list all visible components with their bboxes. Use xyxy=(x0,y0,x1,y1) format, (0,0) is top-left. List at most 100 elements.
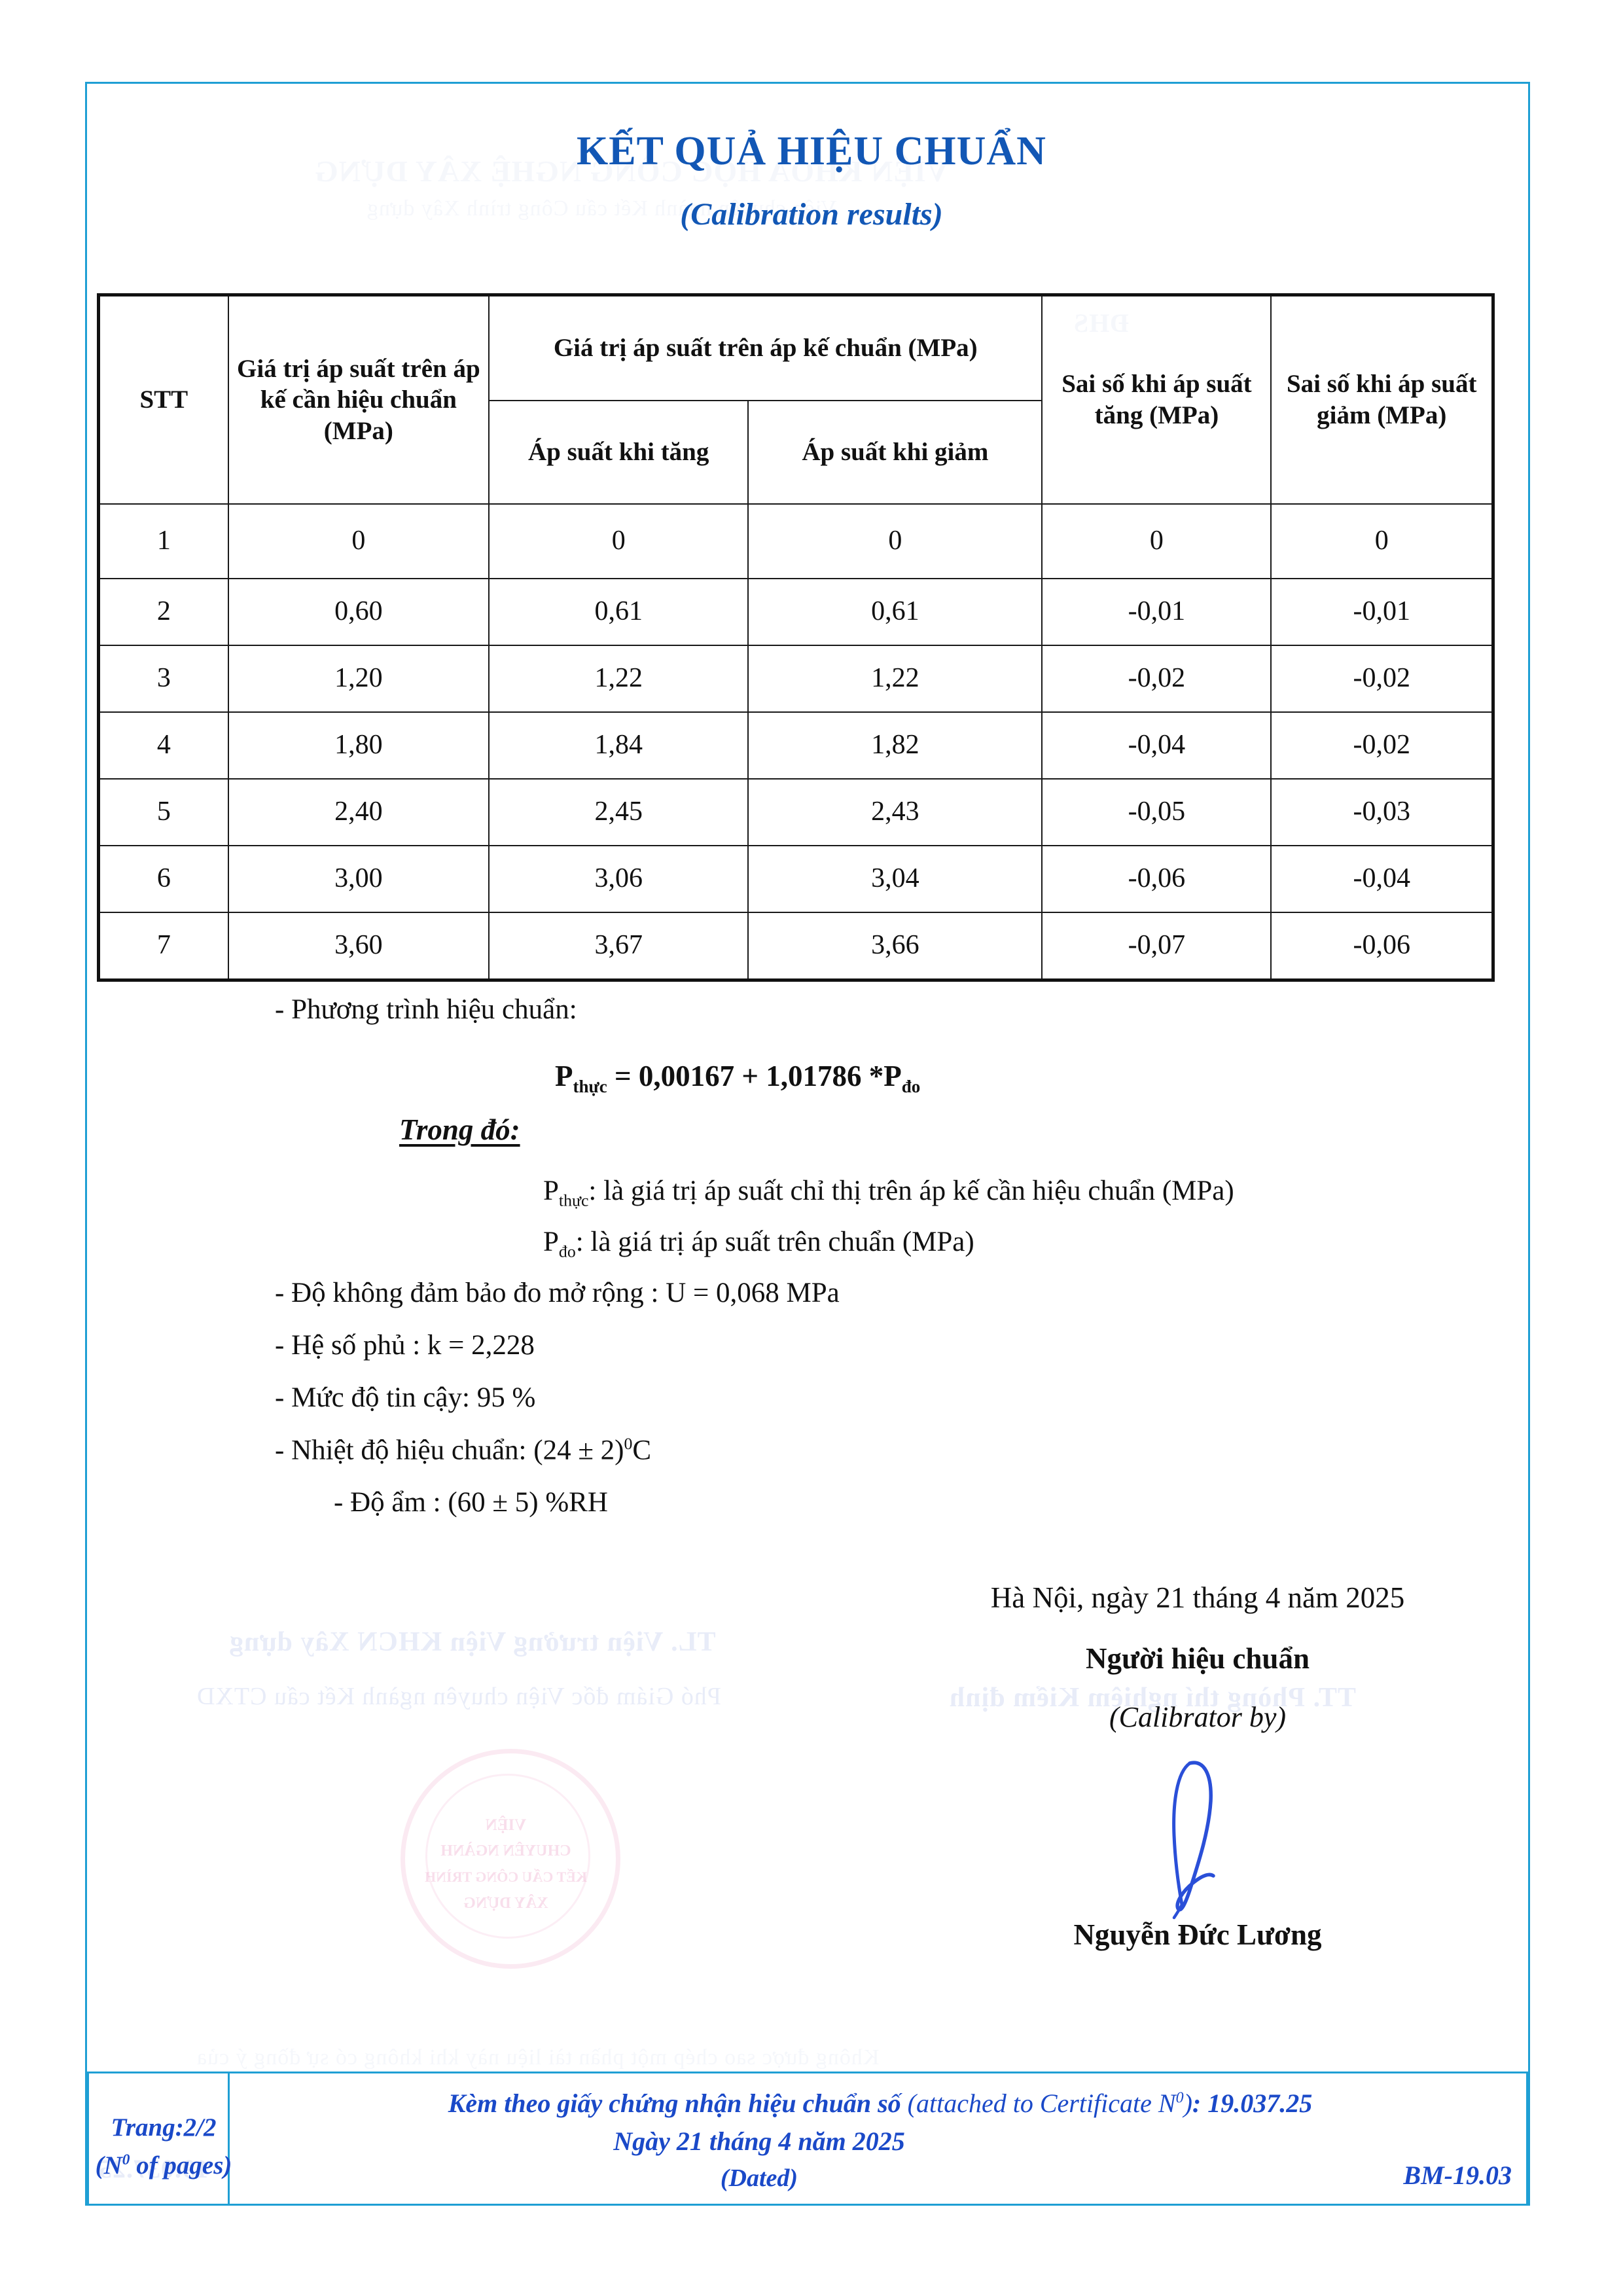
temperature-text: - Nhiệt độ hiệu chuẩn: (24 ± 2) xyxy=(275,1435,624,1466)
cell-dut: 1,80 xyxy=(227,711,490,780)
cell-up: 2,45 xyxy=(488,778,749,846)
footer-cert-en: (attached to Certificate N xyxy=(907,2089,1176,2118)
cell-stt: 7 xyxy=(96,912,229,982)
footer-page-label: (N0 of pages) xyxy=(92,2151,236,2180)
footer-page-label-pre: (N xyxy=(95,2151,122,2179)
cell-error-up: -0,06 xyxy=(1041,845,1272,913)
cell-down: 1,22 xyxy=(747,645,1043,713)
cell-up: 1,84 xyxy=(488,711,749,780)
calibration-equation: Pthực = 0,00167 + 1,01786 *Pđo xyxy=(555,1059,920,1097)
cell-error-down: -0,06 xyxy=(1270,912,1495,982)
page-title: KẾT QUẢ HIỆU CHUẨN xyxy=(577,129,1046,173)
cell-error-up: -0,01 xyxy=(1041,578,1272,646)
footer-form-code: BM-19.03 xyxy=(1403,2161,1512,2190)
cell-up: 1,22 xyxy=(488,645,749,713)
def-do-text: : là giá trị áp suất trên chuẩn (MPa) xyxy=(575,1227,974,1257)
header-error-down: Sai số khi áp suất giảm (MPa) xyxy=(1270,293,1495,505)
cell-down: 0 xyxy=(747,503,1043,579)
cell-dut: 3,00 xyxy=(227,845,490,913)
cell-error-up: -0,05 xyxy=(1041,778,1272,846)
cell-error-up: -0,04 xyxy=(1041,711,1272,780)
cell-up: 3,67 xyxy=(488,912,749,982)
cell-up: 3,06 xyxy=(488,845,749,913)
cell-down: 3,66 xyxy=(747,912,1043,982)
cell-dut: 2,40 xyxy=(227,778,490,846)
cell-error-up: 0 xyxy=(1041,503,1272,579)
def-do-subscript: đo xyxy=(558,1242,576,1261)
footer-date: Ngày 21 tháng 4 năm 2025 xyxy=(613,2126,905,2156)
cell-error-down: -0,02 xyxy=(1270,711,1495,780)
cell-error-down: -0,04 xyxy=(1270,845,1495,913)
cell-stt: 4 xyxy=(96,711,229,780)
header-standard-group: Giá trị áp suất trên áp kế chuẩn (MPa) xyxy=(488,293,1043,401)
def-thuc-subscript: thực xyxy=(558,1191,589,1210)
cell-dut: 0,60 xyxy=(227,578,490,646)
footer-cert-en-post: ) xyxy=(1183,2089,1192,2118)
footer-cert-vi: Kèm theo giấy chứng nhận hiệu chuẩn số xyxy=(448,2089,908,2118)
cell-down: 2,43 xyxy=(747,778,1043,846)
handwritten-signature xyxy=(1172,1761,1215,1920)
header-row-2: Áp suất khi tăng Áp suất khi giảm xyxy=(99,400,1493,505)
cell-stt: 5 xyxy=(96,778,229,846)
table-row: 3 1,20 1,22 1,22 -0,02 -0,02 xyxy=(96,645,1495,713)
calibration-results-table: STT Giá trị áp suất trên áp kế cần hiệu … xyxy=(96,293,1495,982)
footer-page-label-post: of pages) xyxy=(130,2151,232,2179)
table-head: STT Giá trị áp suất trên áp kế cần hiệu … xyxy=(96,293,1495,505)
footer-cert-en-sup: 0 xyxy=(1175,2089,1184,2107)
header-pressure-increasing: Áp suất khi tăng xyxy=(488,400,749,505)
coverage-factor-line: - Hệ số phủ : k = 2,228 xyxy=(275,1330,535,1361)
signature-role: Người hiệu chuẩn xyxy=(1085,1642,1310,1675)
definition-p-do: Pđo: là giá trị áp suất trên chuẩn (MPa) xyxy=(543,1226,974,1262)
footer-certificate-line: Kèm theo giấy chứng nhận hiệu chuẩn số (… xyxy=(236,2088,1525,2119)
equation-lhs: P xyxy=(555,1060,573,1092)
table-row: 2 0,60 0,61 0,61 -0,01 -0,01 xyxy=(96,578,1495,646)
header-stt: STT xyxy=(96,293,229,505)
equation-rhs-subscript: đo xyxy=(901,1077,921,1096)
footer-cert-number: : 19.037.25 xyxy=(1192,2089,1313,2118)
header-error-up: Sai số khi áp suất tăng (MPa) xyxy=(1041,293,1272,505)
cell-down: 0,61 xyxy=(747,578,1043,646)
cell-stt: 3 xyxy=(96,645,229,713)
table-row: 1 0 0 0 0 0 xyxy=(96,503,1495,579)
def-thuc-text: : là giá trị áp suất chỉ thị trên áp kế … xyxy=(588,1175,1234,1206)
cell-error-down: -0,03 xyxy=(1270,778,1495,846)
table-body: 1 0 0 0 0 0 2 0,60 0,61 0,61 -0,01 -0,01… xyxy=(96,503,1495,982)
signature-role-en: (Calibrator by) xyxy=(1109,1701,1287,1733)
def-do-symbol: P xyxy=(543,1227,559,1257)
cell-error-down: 0 xyxy=(1270,503,1495,579)
calibration-temperature-line: - Nhiệt độ hiệu chuẩn: (24 ± 2)0C xyxy=(275,1434,651,1466)
signatory-name: Nguyễn Đức Lương xyxy=(1073,1918,1322,1951)
confidence-level-line: - Mức độ tin cậy: 95 % xyxy=(275,1382,536,1413)
cell-down: 3,04 xyxy=(747,845,1043,913)
humidity-line: - Độ ẩm : (60 ± 5) %RH xyxy=(334,1487,608,1518)
definition-p-thuc: Pthực: là giá trị áp suất chỉ thị trên á… xyxy=(543,1175,1234,1211)
cell-up: 0,61 xyxy=(488,578,749,646)
cell-error-down: -0,01 xyxy=(1270,578,1495,646)
header-pressure-decreasing: Áp suất khi giảm xyxy=(747,400,1043,505)
cell-error-down: -0,02 xyxy=(1270,645,1495,713)
cell-stt: 1 xyxy=(96,503,229,579)
page-subtitle: (Calibration results) xyxy=(680,197,943,232)
where-label: Trong đó: xyxy=(399,1113,520,1146)
footer-page-label-sup: 0 xyxy=(122,2151,130,2168)
header-row-1: STT Giá trị áp suất trên áp kế cần hiệu … xyxy=(96,293,1495,505)
table-row: 6 3,00 3,06 3,04 -0,06 -0,04 xyxy=(96,845,1495,913)
equation-label: - Phương trình hiệu chuẩn: xyxy=(275,994,577,1025)
def-thuc-symbol: P xyxy=(543,1175,559,1206)
cell-stt: 6 xyxy=(96,845,229,913)
cell-up: 0 xyxy=(488,503,749,579)
cell-stt: 2 xyxy=(96,578,229,646)
table-row: 7 3,60 3,67 3,66 -0,07 -0,06 xyxy=(96,912,1495,982)
table-row: 5 2,40 2,45 2,43 -0,05 -0,03 xyxy=(96,778,1495,846)
cell-down: 1,82 xyxy=(747,711,1043,780)
temperature-degree-sup: 0 xyxy=(624,1434,633,1453)
cell-error-up: -0,02 xyxy=(1041,645,1272,713)
footer-divider xyxy=(228,2073,230,2204)
cell-dut: 0 xyxy=(227,503,490,579)
expanded-uncertainty-line: - Độ không đảm bảo đo mở rộng : U = 0,06… xyxy=(275,1278,840,1308)
cell-dut: 1,20 xyxy=(227,645,490,713)
header-dut-pressure: Giá trị áp suất trên áp kế cần hiệu chuẩ… xyxy=(227,293,490,505)
cell-error-up: -0,07 xyxy=(1041,912,1272,982)
footer-dated-label: (Dated) xyxy=(720,2164,798,2192)
cell-dut: 3,60 xyxy=(227,912,490,982)
